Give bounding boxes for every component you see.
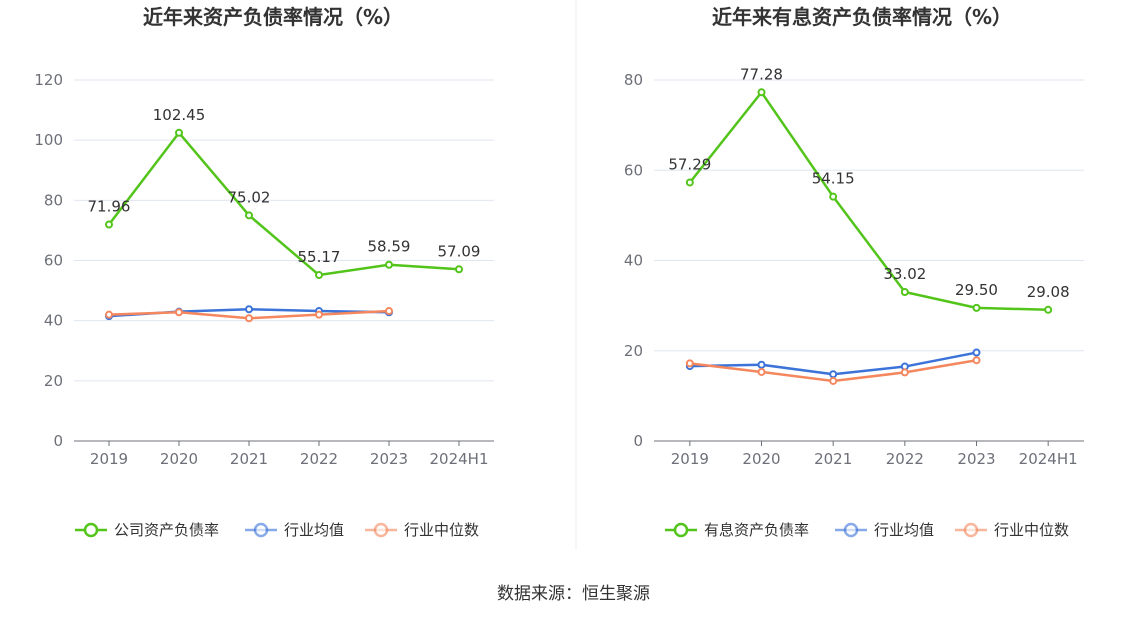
y-tick-label: 20 <box>624 342 643 360</box>
data-label: 55.17 <box>298 248 341 266</box>
data-point <box>105 310 113 319</box>
legend-marker <box>673 522 689 538</box>
data-label: 54.15 <box>812 170 855 188</box>
y-tick-label: 120 <box>34 71 63 89</box>
x-tick-label: 2022 <box>886 450 924 468</box>
y-tick-label: 20 <box>44 372 63 390</box>
data-point <box>245 305 253 314</box>
data-point <box>900 368 909 377</box>
data-point <box>757 360 766 369</box>
data-point <box>315 271 323 280</box>
data-label: 71.96 <box>88 198 131 216</box>
data-point <box>757 367 766 376</box>
y-tick-label: 40 <box>624 252 643 270</box>
data-source: 数据来源：恒生聚源 <box>497 584 650 604</box>
y-tick-label: 40 <box>44 312 63 330</box>
legend-marker <box>843 522 859 538</box>
interest-debt-ratio-chart: 近年来有息资产负债率情况（%） 0 20 40 60 80 2019 2020 2021 2022… <box>624 5 1084 539</box>
legend-item: 行业均值 <box>245 521 344 539</box>
series-line <box>108 131 460 277</box>
data-point <box>315 310 323 319</box>
chart-title: 近年来资产负债率情况（%） <box>143 5 403 29</box>
y-tick-label: 100 <box>34 131 63 149</box>
data-point <box>245 211 253 220</box>
x-tick-label: 2024H1 <box>430 450 489 468</box>
debt-ratio-chart: 近年来资产负债率情况（%） 0 20 40 60 80 100 120 2019 2020 2021… <box>34 5 494 539</box>
data-point <box>175 308 183 317</box>
chart-title: 近年来有息资产负债率情况（%） <box>712 5 1012 29</box>
x-tick-label: 2021 <box>230 450 268 468</box>
data-label: 57.29 <box>668 155 711 173</box>
x-tick-label: 2020 <box>160 450 198 468</box>
x-tick-label: 2019 <box>671 450 709 468</box>
legend-label: 行业中位数 <box>404 521 479 539</box>
data-label: 102.45 <box>153 106 206 124</box>
data-point <box>972 356 981 365</box>
series-line <box>688 91 1049 312</box>
data-point <box>245 314 253 323</box>
data-label: 75.02 <box>228 188 271 206</box>
legend-item: 行业中位数 <box>365 521 479 539</box>
data-point <box>385 307 393 316</box>
legend-marker <box>83 522 99 538</box>
data-point <box>757 88 766 97</box>
data-label: 58.59 <box>368 238 411 256</box>
data-point <box>829 192 838 201</box>
legend-item: 公司资产负债率 <box>75 521 219 539</box>
y-tick-label: 60 <box>624 161 643 179</box>
y-tick-label: 80 <box>44 191 63 209</box>
x-tick-label: 2020 <box>742 450 780 468</box>
legend-item: 有息资产负债率 <box>665 521 809 539</box>
data-point <box>685 359 694 368</box>
x-tick-label: 2024H1 <box>1019 450 1078 468</box>
legend-marker <box>373 522 389 538</box>
data-label: 29.08 <box>1027 283 1070 301</box>
data-point <box>175 128 183 137</box>
legend-label: 行业均值 <box>284 521 344 539</box>
x-tick-label: 2023 <box>957 450 995 468</box>
data-point <box>105 220 113 229</box>
legend-label: 公司资产负债率 <box>114 521 219 539</box>
data-point <box>1044 305 1053 314</box>
x-tick-label: 2023 <box>370 450 408 468</box>
x-tick-label: 2019 <box>90 450 128 468</box>
legend-label: 行业均值 <box>874 521 934 539</box>
y-tick-label: 80 <box>624 71 643 89</box>
legend-marker <box>253 522 269 538</box>
data-point <box>972 348 981 357</box>
data-point <box>455 265 463 274</box>
legend-marker <box>963 522 979 538</box>
data-point <box>829 370 838 379</box>
data-label: 57.09 <box>438 242 481 260</box>
x-tick-label: 2022 <box>300 450 338 468</box>
legend-label: 行业中位数 <box>994 521 1069 539</box>
legend-item: 行业均值 <box>835 521 934 539</box>
data-label: 77.28 <box>740 65 783 83</box>
legend-item: 行业中位数 <box>955 521 1069 539</box>
y-tick-label: 0 <box>53 432 63 450</box>
x-tick-label: 2021 <box>814 450 852 468</box>
data-label: 33.02 <box>883 265 926 283</box>
data-point <box>385 260 393 269</box>
legend-label: 有息资产负债率 <box>704 521 809 539</box>
data-point <box>972 303 981 312</box>
data-label: 29.50 <box>955 281 998 299</box>
y-tick-label: 60 <box>44 252 63 270</box>
y-tick-label: 0 <box>633 432 643 450</box>
data-point <box>685 178 694 187</box>
data-point <box>900 287 909 296</box>
data-point <box>829 376 838 385</box>
